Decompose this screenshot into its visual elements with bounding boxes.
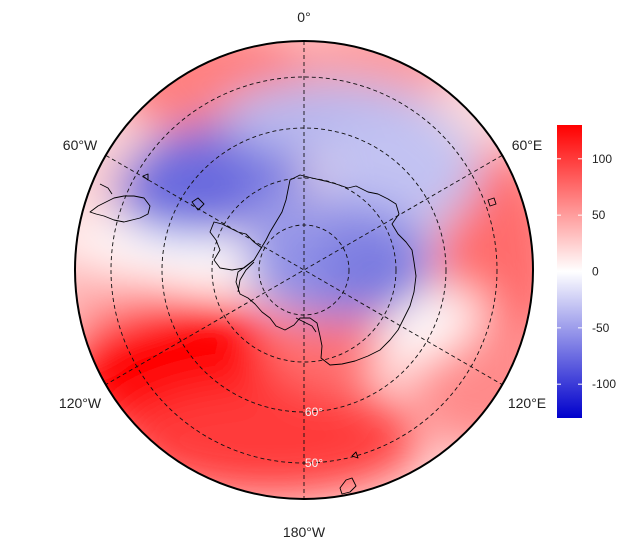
coastlines <box>89 173 497 495</box>
lon-label-120w: 120°W <box>59 395 102 411</box>
map-boundary <box>74 40 534 500</box>
lon-label-60w: 60°W <box>63 137 98 153</box>
colorbar: 100 50 0 -50 -100 <box>557 125 616 418</box>
colorbar-tick-label: 50 <box>592 208 606 222</box>
lat-label-50: 50° <box>305 456 323 470</box>
lon-label-180w: 180°W <box>283 524 326 540</box>
latitude-circle-70 <box>211 177 397 363</box>
south-america-coastline <box>89 195 151 223</box>
graticule <box>105 41 503 499</box>
ross-shelf <box>295 317 317 333</box>
ronne-shelf <box>237 261 255 293</box>
colorbar-tick-label: -50 <box>592 321 610 335</box>
meridian-60w-120e <box>105 155 503 385</box>
antarctic-peninsula-coastline <box>209 221 263 271</box>
colorbar-tick-label: -100 <box>592 377 616 391</box>
meridian-60e-120w <box>105 155 503 385</box>
colorbar-gradient <box>557 125 582 418</box>
colorbar-ticks: 100 50 0 -50 -100 <box>557 152 616 391</box>
lon-label-120e: 120°E <box>508 395 546 411</box>
lat-label-60: 60° <box>305 405 323 419</box>
new-zealand-coastline <box>339 477 357 495</box>
south-america-coast-2 <box>99 183 113 195</box>
colorbar-tick-label: 0 <box>592 265 599 279</box>
lon-label-0: 0° <box>297 9 310 25</box>
lon-label-60e: 60°E <box>512 137 543 153</box>
south-georgia <box>191 197 205 211</box>
colorbar-tick-label: 100 <box>592 152 612 166</box>
auckland-islands <box>351 451 359 459</box>
kerguelen <box>487 197 497 207</box>
